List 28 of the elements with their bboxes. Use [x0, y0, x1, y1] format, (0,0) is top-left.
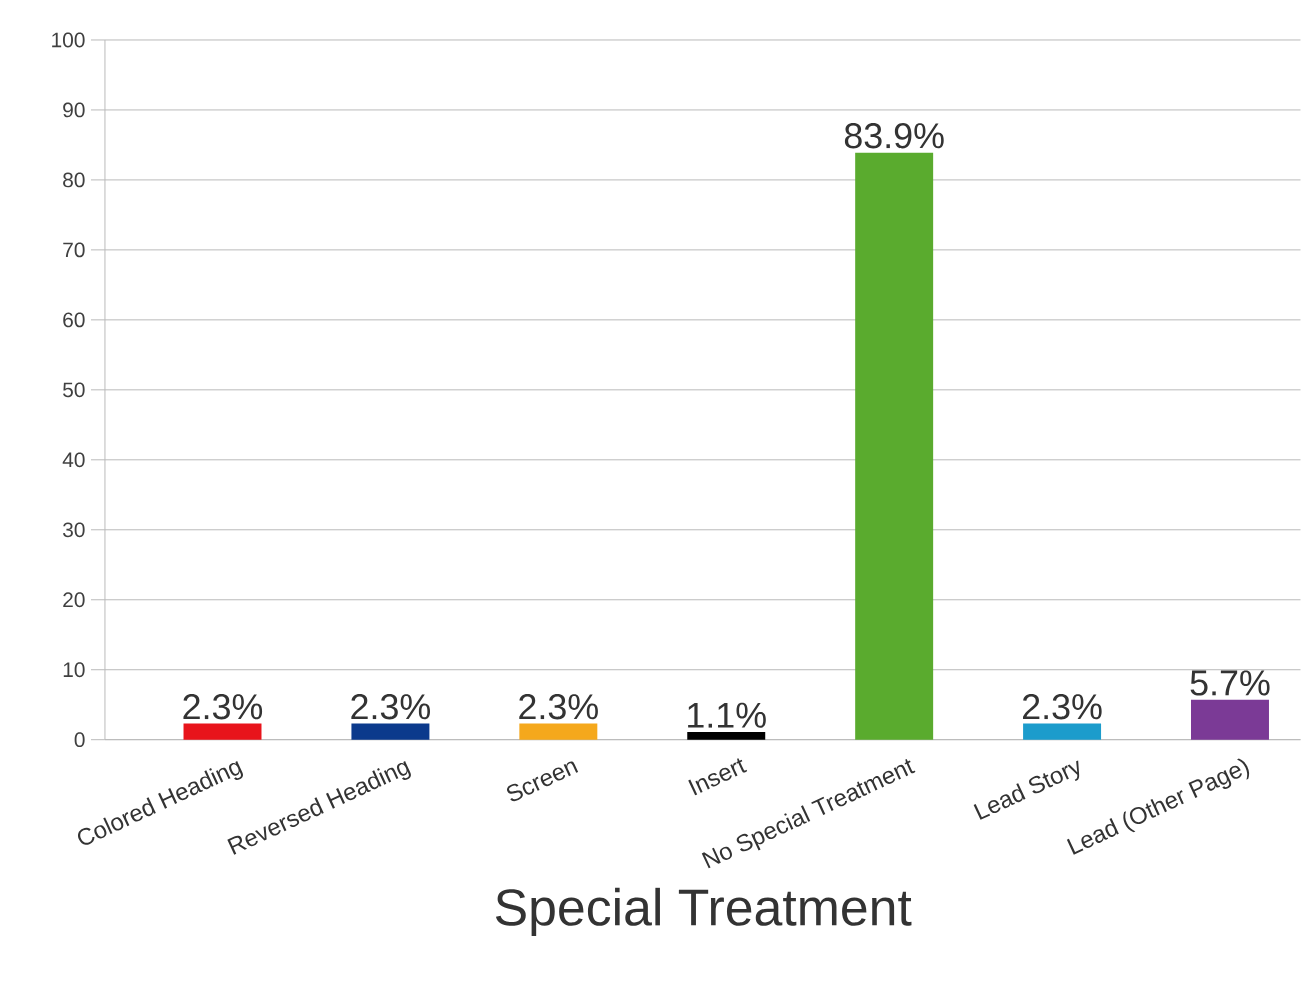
- bar: [855, 152, 934, 740]
- data-label: 1.1%: [688, 702, 766, 728]
- bar: [519, 723, 598, 740]
- y-tick-label: 100: [52, 32, 85, 48]
- bar: [687, 732, 766, 740]
- data-label: 2.3%: [519, 694, 598, 720]
- bar: [1191, 700, 1269, 740]
- data-label: 5.7%: [1190, 670, 1270, 696]
- x-tick-label: Insert: [688, 758, 748, 796]
- y-tick-label: 80: [63, 172, 85, 188]
- bar: [183, 723, 262, 740]
- y-tick-label: 10: [63, 662, 85, 678]
- data-label: 2.3%: [351, 694, 430, 720]
- y-tick-label: 90: [63, 102, 85, 118]
- x-tick-label: Lead Story: [973, 760, 1080, 821]
- y-tick-label: 0: [74, 732, 85, 748]
- bar: [351, 723, 430, 740]
- y-tick-label: 40: [62, 452, 85, 468]
- data-label: 2.3%: [183, 694, 263, 720]
- y-tick-label: 20: [63, 592, 85, 608]
- y-tick-label: 60: [63, 312, 85, 328]
- y-tick-label: 70: [63, 242, 85, 258]
- data-label: 2.3%: [1023, 694, 1102, 720]
- data-label: 83.9%: [844, 123, 944, 149]
- x-axis-title: Special Treatment: [495, 888, 912, 937]
- y-tick-label: 30: [62, 522, 85, 538]
- bar: [1023, 723, 1102, 740]
- y-tick-label: 50: [63, 382, 85, 398]
